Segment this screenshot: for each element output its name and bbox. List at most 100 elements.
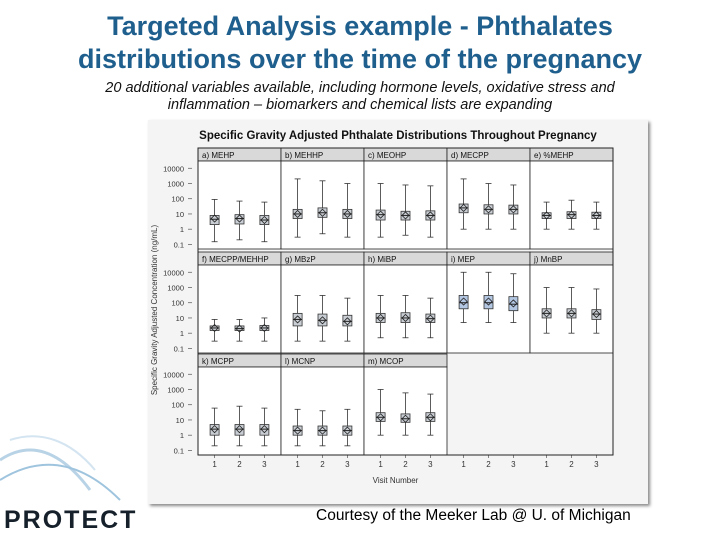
box-mean-marker — [542, 211, 551, 220]
x-tick-label: 1 — [295, 460, 300, 469]
slide-title-line-2: distributions over the time of the pregn… — [77, 44, 643, 74]
x-axis-label: Visit Number — [373, 476, 419, 485]
y-tick-label: 100 — [171, 299, 184, 308]
y-tick-label: 1000 — [167, 179, 184, 188]
credit-text: Courtesy of the Meeker Lab @ U. of Michi… — [316, 507, 631, 524]
box-mean-marker — [426, 413, 435, 422]
box-mean-marker — [260, 215, 269, 225]
x-tick-label: 2 — [237, 460, 242, 469]
panel-label: i) MEP — [451, 255, 475, 264]
grid-frame — [197, 147, 614, 456]
y-tick-label: 0.1 — [174, 446, 184, 455]
box-mean-marker — [318, 316, 327, 325]
box-mean-marker — [592, 310, 601, 319]
panel-label: g) MBzP — [285, 255, 316, 264]
panel-label: d) MECPP — [451, 151, 489, 160]
box-mean-marker — [260, 425, 269, 434]
box-mean-marker — [592, 211, 601, 220]
y-tick-label: 1000 — [167, 283, 184, 292]
box-iqr — [483, 295, 494, 310]
box-iqr — [508, 296, 519, 312]
y-tick-label: 10 — [176, 210, 184, 219]
box-mean-marker — [318, 208, 327, 217]
box-mean-marker — [401, 414, 410, 423]
y-tick-label: 100 — [171, 401, 184, 410]
box-mean-marker — [210, 425, 219, 434]
x-tick-label: 2 — [486, 460, 491, 469]
box-mean-marker — [235, 324, 244, 333]
slide-subtitle: 20 additional variables available, inclu… — [40, 80, 680, 114]
box-iqr — [342, 314, 353, 327]
panel-label: k) MCPP — [202, 357, 234, 366]
box-mean-marker — [567, 210, 576, 219]
box-mean-marker — [459, 297, 468, 306]
box-iqr — [209, 215, 220, 226]
box-mean-marker — [343, 317, 352, 326]
x-tick-label: 1 — [378, 460, 383, 469]
x-tick-label: 3 — [511, 460, 516, 469]
panel-label: e) %MEHP — [534, 151, 574, 160]
box-mean-marker — [426, 211, 435, 220]
y-tick-label: 10 — [176, 416, 184, 425]
box-iqr — [234, 424, 245, 436]
x-tick-label: 3 — [428, 460, 433, 469]
y-tick-label: 100 — [171, 195, 184, 204]
box-iqr — [209, 424, 220, 436]
y-tick-label: 10000 — [163, 164, 184, 173]
y-tick-label: 0.1 — [174, 344, 184, 353]
panel-label: a) MEHP — [202, 151, 234, 160]
panel-label: m) MCOP — [368, 357, 404, 366]
box-mean-marker — [318, 426, 327, 435]
box-mean-marker — [376, 313, 385, 323]
box-mean-marker — [260, 323, 269, 333]
swoosh-curve-1 — [0, 448, 92, 491]
box-mean-marker — [210, 323, 219, 333]
slide-title-line-1: Targeted Analysis example - Phthalates — [107, 11, 613, 41]
swoosh-curve-2 — [0, 463, 121, 501]
box-mean-marker — [210, 214, 219, 223]
chart-title: Specific Gravity Adjusted Phthalate Dist… — [199, 130, 597, 142]
box-iqr — [259, 424, 270, 436]
chart-figure: Specific Gravity Adjusted Phthalate Dist… — [148, 120, 648, 504]
slide-subtitle-line-2: inflammation – biomarkers and chemical l… — [167, 97, 553, 113]
y-tick-label: 10000 — [163, 370, 184, 379]
panel-label: j) MnBP — [533, 255, 562, 264]
panel-label: c) MEOHP — [368, 151, 406, 160]
y-tick-label: 0.1 — [174, 240, 184, 249]
box-mean-marker — [343, 209, 352, 219]
x-tick-label: 1 — [461, 460, 466, 469]
protect-logo: PROTECT — [4, 506, 138, 534]
y-tick-label: 1 — [180, 329, 184, 338]
box-mean-marker — [509, 299, 518, 308]
box-mean-marker — [426, 314, 435, 323]
box-mean-marker — [484, 205, 493, 214]
panel-label: h) MiBP — [368, 255, 396, 264]
y-tick-label: 1 — [180, 225, 184, 234]
y-tick-label: 1 — [180, 431, 184, 440]
box-mean-marker — [401, 313, 410, 323]
x-tick-label: 1 — [544, 460, 549, 469]
box-iqr — [458, 295, 469, 310]
x-tick-label: 2 — [320, 460, 325, 469]
box-mean-marker — [376, 210, 385, 219]
y-tick-label: 1000 — [167, 385, 184, 394]
box-mean-marker — [484, 297, 493, 306]
x-tick-label: 3 — [345, 460, 350, 469]
y-tick-label: 10 — [176, 314, 184, 323]
box-mean-marker — [343, 426, 352, 435]
y-tick-label: 10000 — [163, 268, 184, 277]
box-mean-marker — [235, 214, 244, 223]
box-mean-marker — [567, 309, 576, 318]
x-tick-label: 2 — [569, 460, 574, 469]
decorative-swoosh — [0, 435, 121, 501]
x-tick-label: 3 — [262, 460, 267, 469]
box-mean-marker — [293, 315, 302, 324]
box-mean-marker — [293, 209, 302, 219]
x-tick-label: 3 — [594, 460, 599, 469]
box-mean-marker — [509, 205, 518, 214]
slide-title: Targeted Analysis example - Phthalates d… — [0, 10, 720, 76]
box-mean-marker — [376, 413, 385, 422]
panel-label: l) MCNP — [285, 357, 315, 366]
boxplot-chart: Specific Gravity Adjusted Phthalate Dist… — [150, 130, 614, 485]
panel-label: f) MECPP/MEHHP — [202, 255, 269, 264]
